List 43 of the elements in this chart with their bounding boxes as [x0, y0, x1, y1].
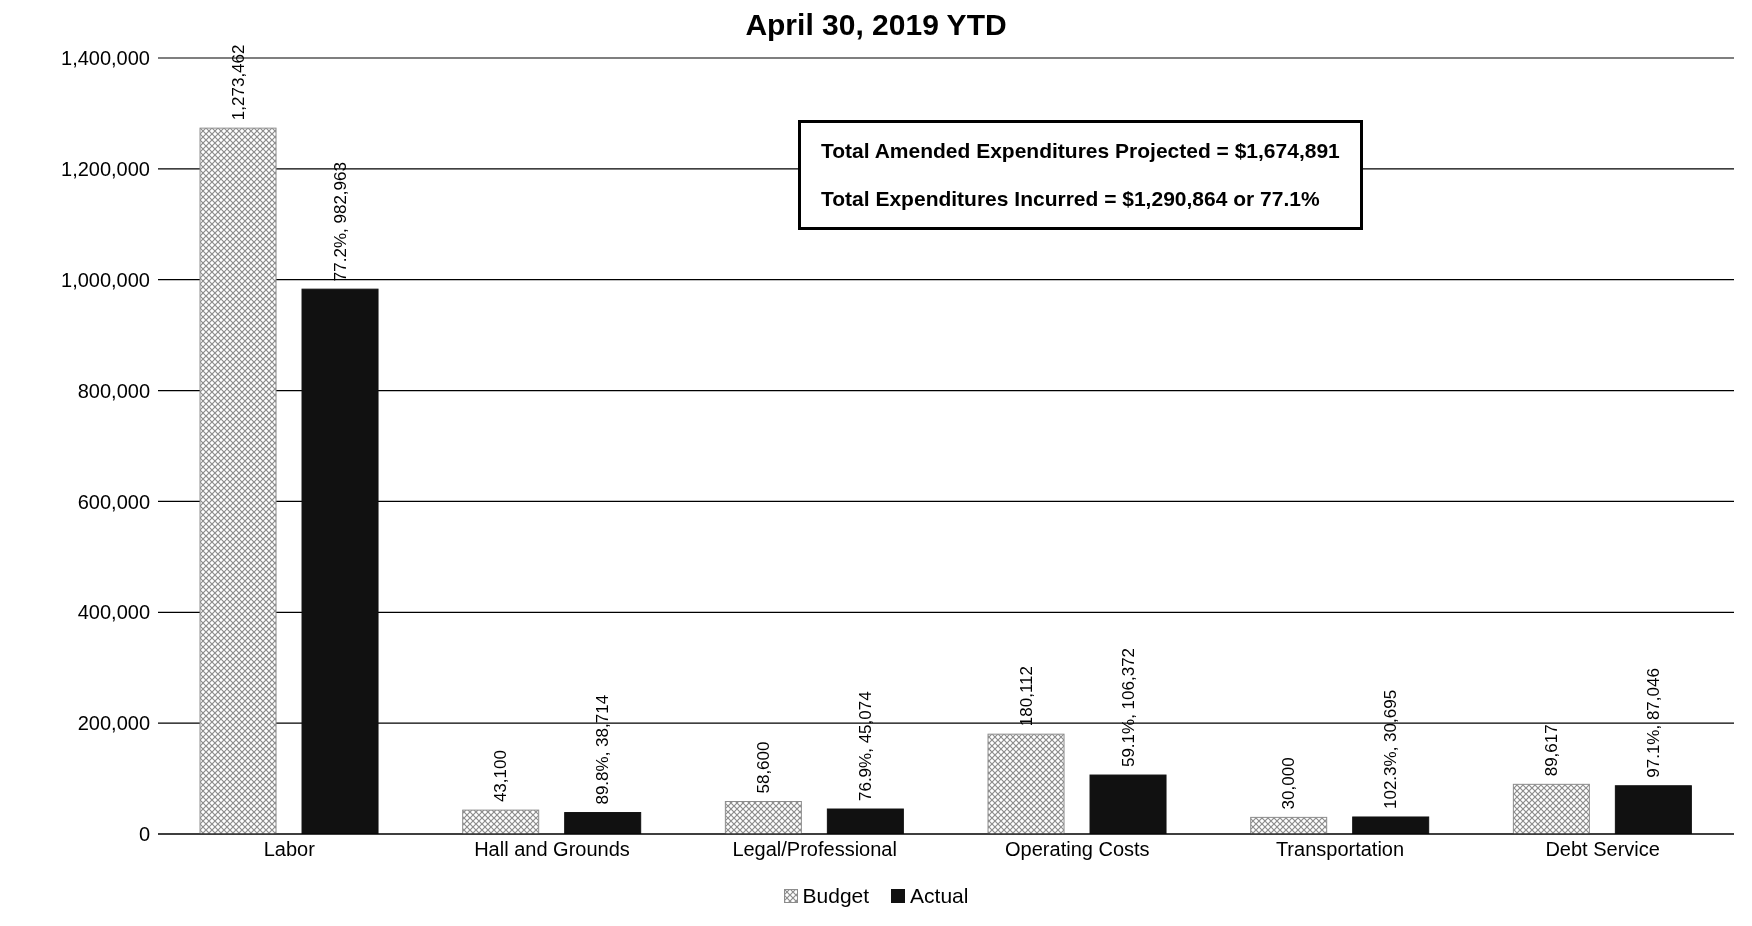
data-label: 58,600: [753, 741, 773, 794]
chart-title: April 30, 2019 YTD: [744, 8, 1008, 42]
data-label: 77.2%, 982,963: [330, 162, 350, 282]
bar: [724, 801, 802, 834]
bar: [462, 809, 540, 834]
data-label: 1,273,462: [228, 44, 248, 121]
bar: [1352, 816, 1430, 834]
bar: [1250, 816, 1328, 834]
x-tick-label: Debt Service: [1545, 838, 1660, 861]
y-tick-label: 1,000,000: [61, 268, 150, 291]
data-label: 76.9%, 45,074: [855, 691, 875, 802]
bar: [987, 733, 1065, 834]
y-tick-label: 200,000: [77, 712, 150, 735]
bar: [1512, 783, 1590, 834]
y-tick-label: 600,000: [77, 490, 150, 513]
x-tick-label: Legal/Professional: [732, 838, 897, 861]
data-label: 180,112: [1016, 665, 1036, 727]
data-label: 89.8%, 38,714: [593, 694, 613, 805]
legend-label: Budget: [802, 884, 870, 908]
y-tick-label: 0: [138, 823, 150, 846]
bar: [199, 127, 277, 834]
bar: [301, 288, 379, 834]
bar: [1089, 774, 1167, 834]
data-label: 43,100: [491, 750, 511, 803]
x-tick-label: Transportation: [1275, 838, 1405, 861]
y-tick-label: 400,000: [77, 601, 150, 624]
y-tick-label: 1,200,000: [61, 157, 150, 180]
bar: [564, 812, 642, 834]
x-tick-label: Hall and Grounds: [474, 838, 630, 861]
data-label: 102.3%, 30,695: [1381, 689, 1401, 809]
x-tick-label: Labor: [263, 838, 316, 861]
data-label: 89,617: [1541, 724, 1561, 777]
legend-label: Actual: [910, 884, 969, 908]
bar: [1614, 785, 1692, 834]
y-tick-label: 1,400,000: [61, 47, 150, 70]
data-label: 59.1%, 106,372: [1118, 647, 1138, 768]
data-label: 30,000: [1279, 757, 1299, 810]
bar: [826, 808, 904, 834]
annotation: Total Expenditures Incurred = $1,290,864 or 77.1%: [821, 187, 1321, 211]
data-label: 97.1%, 87,046: [1643, 668, 1663, 778]
y-tick-label: 800,000: [77, 379, 150, 402]
x-tick-label: Operating Costs: [1005, 838, 1150, 861]
annotation: Total Amended Expenditures Projected = $1,674,891: [821, 139, 1340, 163]
